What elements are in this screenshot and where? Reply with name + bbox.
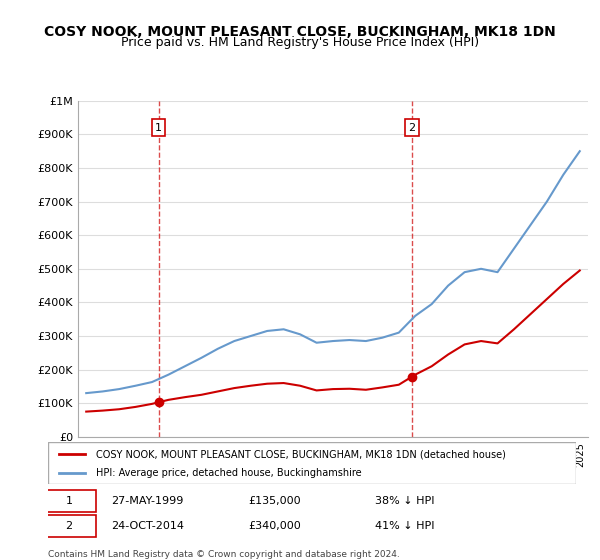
FancyBboxPatch shape [43,515,95,537]
Text: 2: 2 [65,521,73,531]
Text: HPI: Average price, detached house, Buckinghamshire: HPI: Average price, detached house, Buck… [95,468,361,478]
FancyBboxPatch shape [48,442,576,484]
Text: Price paid vs. HM Land Registry's House Price Index (HPI): Price paid vs. HM Land Registry's House … [121,36,479,49]
Text: 1: 1 [65,496,73,506]
Text: 1: 1 [155,123,162,133]
Text: COSY NOOK, MOUNT PLEASANT CLOSE, BUCKINGHAM, MK18 1DN: COSY NOOK, MOUNT PLEASANT CLOSE, BUCKING… [44,25,556,39]
Text: £340,000: £340,000 [248,521,301,531]
Text: 2: 2 [409,123,416,133]
Text: Contains HM Land Registry data © Crown copyright and database right 2024.
This d: Contains HM Land Registry data © Crown c… [48,550,400,560]
FancyBboxPatch shape [43,490,95,512]
Text: 27-MAY-1999: 27-MAY-1999 [112,496,184,506]
Text: COSY NOOK, MOUNT PLEASANT CLOSE, BUCKINGHAM, MK18 1DN (detached house): COSY NOOK, MOUNT PLEASANT CLOSE, BUCKING… [95,449,505,459]
Text: 24-OCT-2014: 24-OCT-2014 [112,521,184,531]
Text: 38% ↓ HPI: 38% ↓ HPI [376,496,435,506]
Text: £135,000: £135,000 [248,496,301,506]
Text: 41% ↓ HPI: 41% ↓ HPI [376,521,435,531]
